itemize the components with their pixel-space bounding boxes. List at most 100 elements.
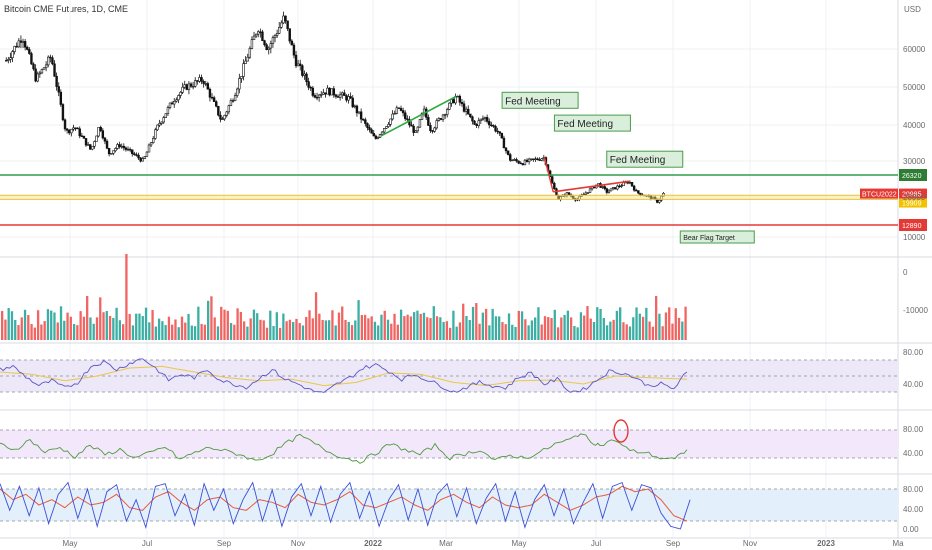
candle-body: [334, 94, 338, 97]
volume-bar: [370, 316, 373, 340]
candle-body: [118, 144, 121, 147]
trendline-green[interactable]: [380, 95, 457, 137]
candle-body: [616, 185, 619, 190]
candle-body: [40, 69, 44, 74]
volume-bar: [602, 317, 605, 340]
volume-bar: [655, 295, 658, 340]
candle-body: [28, 49, 31, 54]
vol-tick: -10000: [903, 306, 928, 315]
candle-body: [372, 132, 375, 137]
candle-body: [30, 53, 33, 65]
volume-bar: [223, 309, 226, 340]
candle-body: [607, 190, 611, 193]
candle-body: [471, 116, 474, 122]
annotation-text: Fed Meeting: [610, 155, 666, 166]
volume-bar: [569, 317, 573, 340]
candle-body: [479, 118, 483, 121]
volume-bar: [504, 324, 507, 340]
volume-bar: [157, 318, 161, 340]
candle-body: [332, 88, 336, 96]
candle-body: [116, 144, 119, 149]
oscillator-panel[interactable]: [0, 429, 898, 464]
candle-body: [418, 119, 422, 128]
volume-bar: [46, 309, 50, 340]
candle-body: [351, 97, 354, 108]
volume-bar: [357, 300, 360, 340]
time-tick: Mar: [439, 539, 453, 548]
stochastic-panel[interactable]: [0, 481, 898, 530]
candle-body: [5, 60, 8, 62]
volume-bar: [527, 325, 530, 340]
candle-body: [261, 31, 264, 41]
trendline-red[interactable]: [553, 180, 630, 193]
candle-body: [265, 44, 268, 50]
volume-bar: [40, 324, 43, 340]
candle-body: [124, 147, 128, 150]
candle-body: [152, 138, 155, 143]
candle-body: [437, 118, 441, 121]
zone-price-text: 19909: [902, 201, 922, 208]
candle-body: [359, 111, 363, 120]
candle-body: [586, 192, 590, 194]
candle-body: [38, 72, 42, 75]
volume-bar: [53, 312, 56, 340]
candle-body: [353, 105, 357, 108]
volume-panel[interactable]: [1, 254, 687, 340]
candle-body: [376, 137, 380, 139]
annotation-box[interactable]: [679, 230, 755, 244]
rsi-panel[interactable]: [0, 358, 898, 393]
volume-bar: [334, 325, 337, 340]
last-price-text: 20985: [902, 192, 922, 199]
candle-body: [210, 96, 214, 99]
volume-bar: [30, 324, 33, 340]
volume-bar: [305, 316, 308, 340]
volume-bar: [337, 312, 341, 340]
rsi-tick: 40.00: [903, 380, 924, 389]
annotation-box[interactable]: [606, 150, 684, 168]
candle-body: [374, 135, 378, 139]
drawings-layer[interactable]: Fed Meeting Fed Meeting Fed Meeting Bear Fl…: [380, 91, 755, 443]
candle-body: [500, 132, 504, 139]
volume-bar: [648, 321, 651, 340]
candle-body: [284, 15, 287, 22]
candle-body: [154, 129, 157, 139]
price-panel[interactable]: [0, 11, 898, 226]
candle-body: [47, 56, 50, 66]
annotation-box[interactable]: [553, 114, 631, 132]
volume-bar: [233, 324, 236, 340]
time-tick: Ma: [892, 539, 904, 548]
candle-body: [112, 150, 115, 154]
candle-body: [7, 59, 10, 61]
candle-body: [86, 144, 90, 146]
volume-bar: [180, 316, 184, 340]
volume-bar: [625, 324, 628, 340]
candle-body: [259, 31, 262, 33]
volume-bar: [171, 324, 174, 340]
candle-body: [336, 96, 340, 98]
annotation-box[interactable]: [501, 91, 579, 109]
candle-body: [441, 114, 445, 120]
volume-bar: [10, 311, 14, 340]
time-tick: May: [62, 539, 77, 548]
volume-bar: [612, 319, 615, 340]
candle-body: [492, 125, 495, 127]
candle-body: [443, 114, 447, 116]
volume-bar: [677, 317, 681, 340]
candle-body: [110, 153, 113, 155]
candle-body: [639, 192, 642, 196]
candle-body: [446, 109, 449, 115]
candle-body: [584, 192, 588, 195]
volume-bar: [439, 317, 442, 340]
highlight-circle[interactable]: [613, 419, 629, 443]
candle-body: [202, 81, 205, 84]
candle-body: [414, 130, 417, 133]
candle-body: [383, 128, 386, 133]
volume-bar: [226, 310, 229, 340]
volume-bar: [43, 321, 46, 340]
candle-body: [9, 57, 12, 60]
volume-bar: [435, 316, 439, 340]
candle-body: [198, 77, 201, 82]
volume-bar: [105, 311, 108, 340]
volume-bar: [481, 312, 484, 340]
